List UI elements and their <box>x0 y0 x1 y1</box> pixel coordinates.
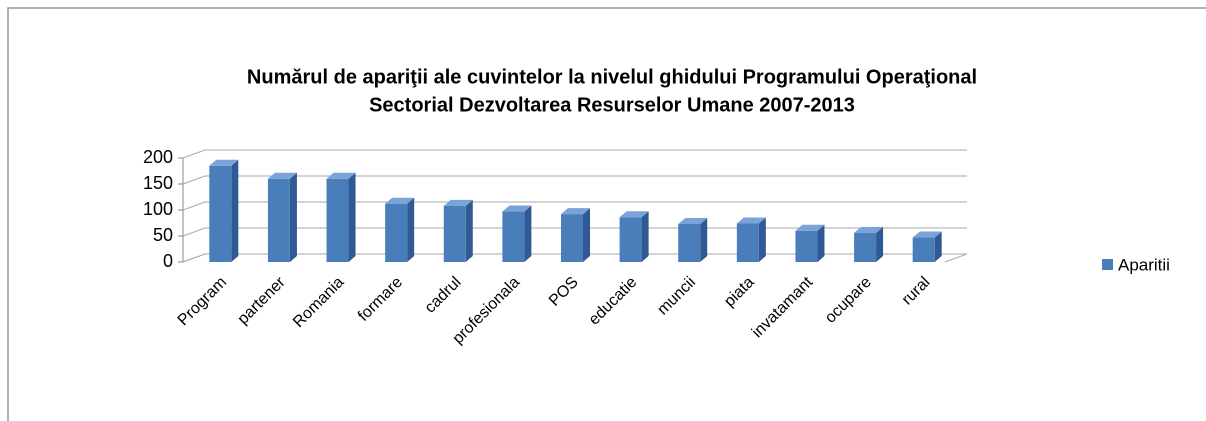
bar <box>795 224 825 262</box>
bar-side <box>465 199 473 262</box>
bar-top <box>854 226 884 233</box>
bar <box>502 205 532 262</box>
bar-front <box>854 232 877 262</box>
grid-line-diag <box>182 227 206 237</box>
bar <box>443 199 473 262</box>
bar-side <box>348 172 356 262</box>
bar-side <box>876 226 884 262</box>
bar-top <box>209 159 239 166</box>
bar-side <box>524 205 532 262</box>
bar-front <box>326 178 349 262</box>
bar <box>854 226 884 262</box>
grid-line-diag <box>182 175 206 185</box>
bar-top <box>678 218 708 225</box>
bar-top <box>326 172 356 179</box>
chart-border <box>7 7 1206 421</box>
bar-side <box>758 217 766 262</box>
bar-front <box>267 178 290 262</box>
bar <box>385 197 415 262</box>
bar <box>326 172 356 262</box>
grid-line-diag <box>182 201 206 211</box>
bar-front <box>385 203 408 262</box>
bar-side <box>231 159 239 262</box>
bar <box>561 208 590 262</box>
y-tick-label: 50 <box>153 225 173 245</box>
chart-subtitle: Sectorial Dezvoltarea Resurselor Umane 2… <box>369 94 855 116</box>
bar-side <box>934 231 942 262</box>
bar-top <box>912 231 942 238</box>
y-tick-label: 0 <box>163 251 173 271</box>
bar-top <box>619 211 649 218</box>
grid-line-diag <box>182 149 206 159</box>
bar-front <box>561 214 583 262</box>
bar-top <box>795 224 825 231</box>
bar-front <box>443 205 466 262</box>
bar-front <box>209 165 232 262</box>
bar <box>619 211 649 262</box>
bar-side <box>817 224 825 262</box>
bar-front <box>678 224 701 262</box>
bar-side <box>583 208 590 262</box>
bar <box>678 218 708 262</box>
bar-top <box>502 205 532 212</box>
bar <box>912 231 942 262</box>
bar-top <box>561 208 590 215</box>
bar-side <box>289 172 297 262</box>
bar-front <box>502 211 525 262</box>
legend-label: Aparitii <box>1118 255 1170 274</box>
legend-swatch <box>1102 259 1113 270</box>
bar-front <box>795 230 818 262</box>
bar-top <box>443 199 473 206</box>
bar <box>736 217 766 262</box>
y-tick-label: 200 <box>143 147 173 167</box>
bar <box>209 159 239 262</box>
bar-top <box>736 217 766 224</box>
bar <box>267 172 297 262</box>
y-tick-label: 100 <box>143 199 173 219</box>
bar-top <box>385 197 415 204</box>
bar-side <box>641 211 649 262</box>
bar-side <box>700 218 708 262</box>
y-tick-label: 150 <box>143 173 173 193</box>
bar-front <box>736 223 759 262</box>
bar-front <box>619 217 642 262</box>
bar-top <box>267 172 297 179</box>
bar-front <box>912 237 935 262</box>
grid-line-diag <box>182 253 206 263</box>
bar-side <box>407 197 415 262</box>
chart-title: Numărul de apariţii ale cuvintelor la ni… <box>247 66 977 88</box>
